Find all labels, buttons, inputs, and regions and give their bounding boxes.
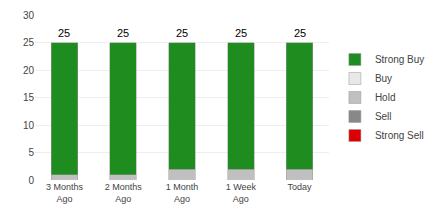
svg-text:Strong Buy: Strong Buy xyxy=(375,54,424,65)
svg-text:0: 0 xyxy=(28,175,34,186)
svg-text:25: 25 xyxy=(23,37,35,48)
svg-text:Sell: Sell xyxy=(375,111,392,122)
svg-text:10: 10 xyxy=(23,120,35,131)
svg-text:2 MonthsAgo: 2 MonthsAgo xyxy=(105,182,143,204)
svg-text:1 MonthAgo: 1 MonthAgo xyxy=(166,182,199,204)
svg-text:5: 5 xyxy=(28,147,34,158)
svg-text:25: 25 xyxy=(294,27,306,39)
svg-text:25: 25 xyxy=(176,27,188,39)
svg-text:20: 20 xyxy=(23,65,35,76)
svg-text:Today: Today xyxy=(288,182,313,192)
svg-text:25: 25 xyxy=(58,27,70,39)
svg-text:Strong Sell: Strong Sell xyxy=(375,130,424,141)
svg-text:Hold: Hold xyxy=(375,92,396,103)
svg-text:25: 25 xyxy=(117,27,129,39)
svg-text:Buy: Buy xyxy=(375,73,392,84)
svg-text:30: 30 xyxy=(23,10,35,21)
svg-text:25: 25 xyxy=(235,27,247,39)
svg-text:3 MonthsAgo: 3 MonthsAgo xyxy=(46,182,84,204)
svg-text:1 WeekAgo: 1 WeekAgo xyxy=(226,182,257,204)
svg-text:15: 15 xyxy=(23,92,35,103)
